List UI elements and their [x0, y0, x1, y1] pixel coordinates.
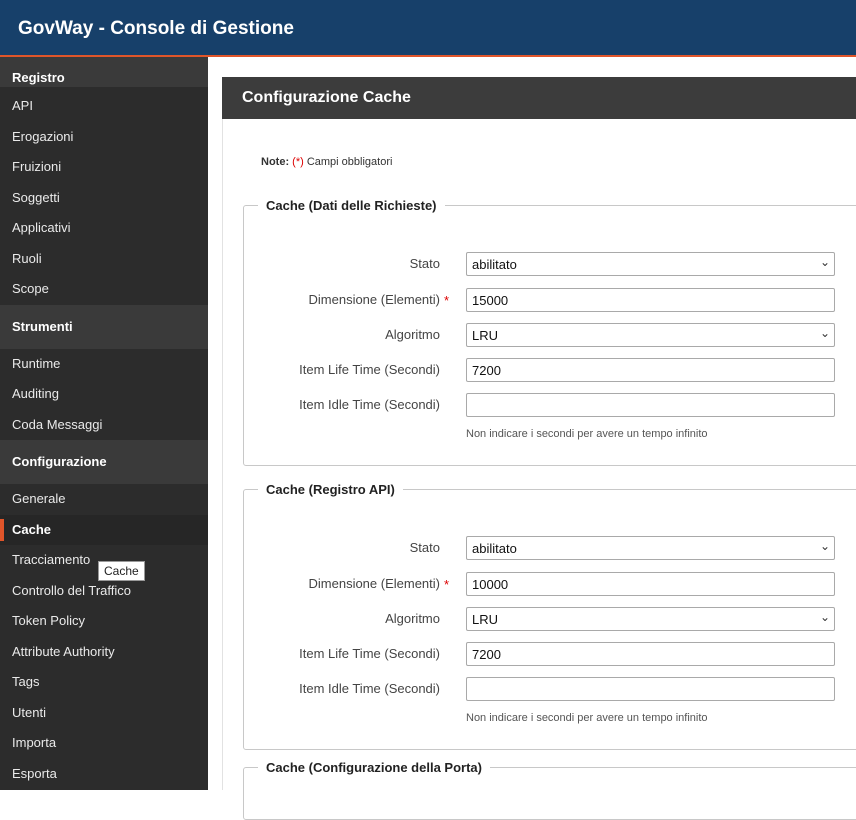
fieldset-legend: Cache (Dati delle Richieste): [266, 198, 437, 213]
row-dimensione: Dimensione (Elementi) *: [244, 288, 856, 312]
dimensione-label: Dimensione (Elementi): [308, 292, 441, 307]
dimensione-input[interactable]: [466, 572, 835, 596]
row-life-time: Item Life Time (Secondi): [244, 358, 856, 382]
stato-label: Stato: [409, 256, 440, 271]
fieldset-cache-dati-richieste: Cache (Dati delle Richieste) Stato abili…: [243, 198, 856, 466]
sidebar-item-auditing[interactable]: Auditing: [12, 386, 59, 401]
required-note: Note: (*) Campi obbligatori: [261, 156, 392, 168]
row-stato: Stato abilitato ⌄: [244, 536, 856, 560]
idle-time-label: Item Idle Time (Secondi): [299, 681, 440, 696]
page-title: Configurazione Cache: [242, 89, 411, 106]
dimensione-input[interactable]: [466, 288, 835, 312]
chevron-down-icon: ⌄: [819, 326, 830, 340]
sidebar-item-fruizioni[interactable]: Fruizioni: [12, 159, 62, 174]
sidebar-section-strumenti: Strumenti: [0, 304, 208, 349]
row-algoritmo: Algoritmo LRU ⌄: [244, 607, 856, 631]
idle-time-input[interactable]: [466, 393, 835, 417]
note-text: Campi obbligatori: [303, 156, 393, 168]
top-bar: GovWay - Console di Gestione: [0, 0, 856, 57]
app-title: GovWay - Console di Gestione: [18, 18, 294, 39]
idle-time-label: Item Idle Time (Secondi): [299, 397, 440, 412]
life-time-label: Item Life Time (Secondi): [299, 362, 440, 377]
sidebar-item-utenti[interactable]: Utenti: [12, 704, 46, 720]
row-life-time: Item Life Time (Secondi): [244, 642, 856, 666]
fieldset-cache-registro-api: Cache (Registro API) Stato abilitato ⌄ D…: [243, 482, 856, 750]
stato-value: abilitato: [472, 541, 517, 556]
chevron-down-icon: ⌄: [819, 255, 830, 269]
fieldset-legend: Cache (Configurazione della Porta): [266, 760, 482, 775]
fieldset-legend: Cache (Registro API): [266, 482, 395, 497]
sidebar-item-tags[interactable]: Tags: [12, 674, 40, 689]
dimensione-label: Dimensione (Elementi): [308, 576, 441, 591]
sidebar-item-runtime[interactable]: Runtime: [12, 355, 61, 371]
algoritmo-select[interactable]: LRU ⌄: [466, 323, 835, 347]
sidebar-item-token-policy[interactable]: Token Policy: [12, 613, 85, 628]
algoritmo-label: Algoritmo: [385, 611, 440, 626]
page-header: Configurazione Cache: [222, 77, 856, 119]
sidebar: Registro API Erogazioni Fruizioni Sogget…: [0, 57, 208, 790]
row-stato: Stato abilitato ⌄: [244, 252, 856, 276]
life-time-label: Item Life Time (Secondi): [299, 646, 440, 661]
life-time-input[interactable]: [466, 642, 835, 666]
sidebar-section-configurazione: Configurazione: [0, 440, 208, 484]
note-asterisk: (*): [292, 156, 304, 168]
life-time-input[interactable]: [466, 358, 835, 382]
note-label: Note:: [261, 156, 290, 168]
row-dimensione: Dimensione (Elementi) *: [244, 572, 856, 596]
row-idle-time: Item Idle Time (Secondi): [244, 393, 856, 417]
sidebar-item-soggetti[interactable]: Soggetti: [12, 189, 60, 205]
sidebar-item-cache[interactable]: Cache: [0, 514, 208, 545]
row-algoritmo: Algoritmo LRU ⌄: [244, 323, 856, 347]
idle-time-hint: Non indicare i secondi per avere un temp…: [466, 712, 708, 724]
sidebar-item-importa[interactable]: Importa: [12, 735, 57, 750]
sidebar-item-applicativi[interactable]: Applicativi: [12, 220, 71, 235]
algoritmo-label: Algoritmo: [385, 327, 440, 342]
sidebar-item-controllo-del-traffico[interactable]: Controllo del Traffico: [12, 582, 131, 598]
algoritmo-select[interactable]: LRU ⌄: [466, 607, 835, 631]
sidebar-item-erogazioni[interactable]: Erogazioni: [12, 128, 74, 144]
sidebar-item-scope[interactable]: Scope: [12, 281, 49, 296]
stato-value: abilitato: [472, 257, 517, 272]
idle-time-input[interactable]: [466, 677, 835, 701]
stato-label: Stato: [409, 540, 440, 555]
required-asterisk-icon: *: [444, 293, 450, 308]
tooltip: Cache: [98, 561, 145, 581]
required-asterisk-icon: *: [444, 577, 450, 592]
sidebar-section-registro: Registro: [0, 57, 208, 87]
sidebar-item-api[interactable]: API: [12, 98, 33, 113]
sidebar-item-attribute-authority[interactable]: Attribute Authority: [12, 643, 115, 659]
idle-time-hint: Non indicare i secondi per avere un temp…: [466, 428, 708, 440]
algoritmo-value: LRU: [472, 328, 499, 343]
sidebar-item-generale[interactable]: Generale: [12, 491, 66, 506]
algoritmo-value: LRU: [472, 612, 499, 627]
sidebar-item-coda-messaggi[interactable]: Coda Messaggi: [12, 416, 103, 432]
sidebar-item-ruoli[interactable]: Ruoli: [12, 250, 42, 266]
stato-select[interactable]: abilitato ⌄: [466, 252, 835, 276]
fieldset-cache-configurazione-porta: Cache (Configurazione della Porta): [243, 760, 856, 820]
stato-select[interactable]: abilitato ⌄: [466, 536, 835, 560]
chevron-down-icon: ⌄: [819, 539, 830, 553]
chevron-down-icon: ⌄: [819, 610, 830, 624]
sidebar-item-esporta[interactable]: Esporta: [12, 765, 57, 781]
row-idle-time: Item Idle Time (Secondi): [244, 677, 856, 701]
sidebar-item-tracciamento[interactable]: Tracciamento: [12, 552, 91, 567]
